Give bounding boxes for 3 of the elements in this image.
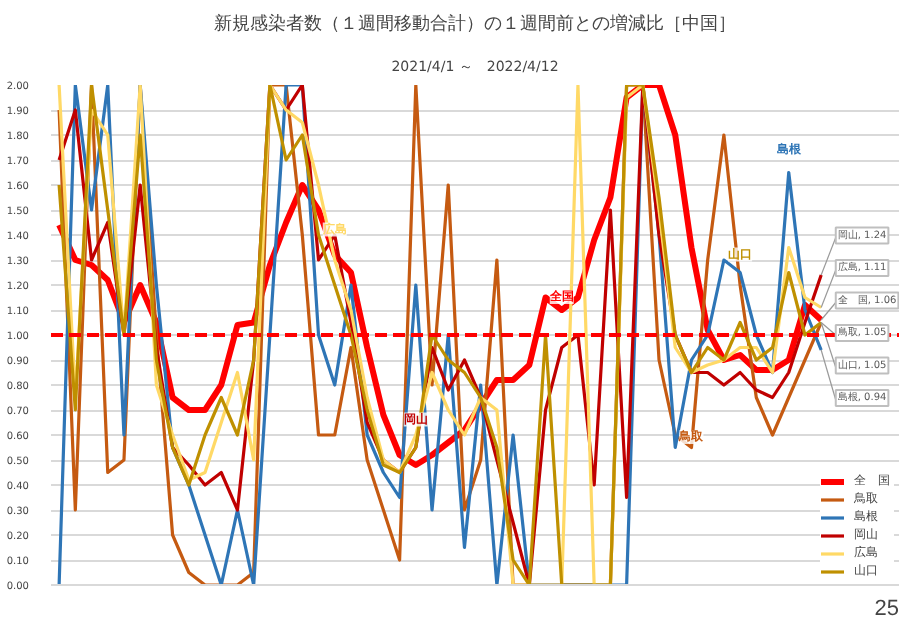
text: 25 [874,597,900,621]
line-series [57,85,823,585]
chart-title: 新規感染者数（１週間移動合計）の１週間前との増減比［中国］ [214,13,736,35]
